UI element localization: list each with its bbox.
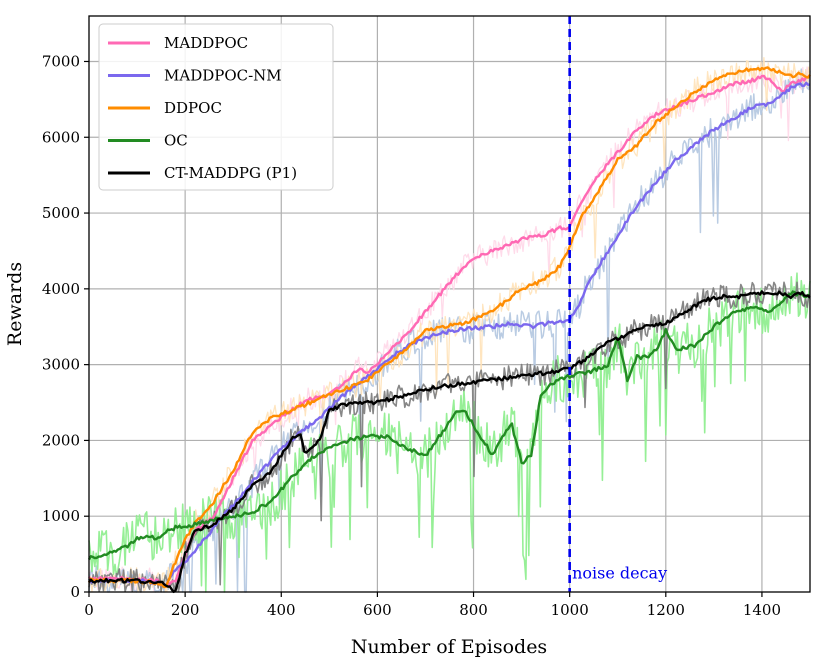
x-tick-label: 1000 (551, 601, 589, 619)
x-tick-label: 200 (171, 601, 200, 619)
series-line (87, 290, 811, 561)
x-tick-label: 400 (267, 601, 296, 619)
y-tick-label: 6000 (42, 128, 80, 146)
x-tick-label: 0 (84, 601, 94, 619)
series-line (87, 81, 811, 588)
series-line (87, 66, 811, 589)
y-tick-label: 4000 (42, 280, 80, 298)
y-tick-label: 5000 (42, 204, 80, 222)
y-axis-label: Rewards (4, 262, 26, 346)
x-tick-label: 1400 (743, 601, 781, 619)
legend-label: MADDPOC (164, 34, 248, 52)
raw-series-line (88, 272, 811, 593)
y-tick-label: 7000 (42, 52, 80, 70)
y-tick-label: 2000 (42, 431, 80, 449)
noise-decay-annotation: noise decay (572, 563, 667, 582)
legend-label: OC (164, 132, 188, 150)
x-tick-label: 800 (459, 601, 488, 619)
legend-label: MADDPOC-NM (164, 67, 282, 85)
y-tick-label: 3000 (42, 356, 80, 374)
plot-frame (88, 15, 811, 593)
legend: MADDPOC MADDPOC-NM DDPOC OC CT-MADDPG (P1) (98, 23, 334, 191)
series-line (88, 290, 811, 594)
legend-label: CT-MADDPG (P1) (164, 164, 297, 182)
x-tick-label: 600 (363, 601, 392, 619)
smoothed-series-layer (87, 66, 811, 594)
y-tick-label: 0 (70, 583, 80, 601)
x-tick-label: 1200 (647, 601, 685, 619)
axis-ticks: 0 200 400 600 800 1000 1200 1400 0 1000 2000 3000 40… (42, 52, 781, 619)
x-axis-label: Number of Episodes (351, 636, 547, 658)
legend-box (98, 23, 334, 191)
y-tick-label: 1000 (42, 507, 80, 525)
legend-label: DDPOC (164, 99, 222, 117)
